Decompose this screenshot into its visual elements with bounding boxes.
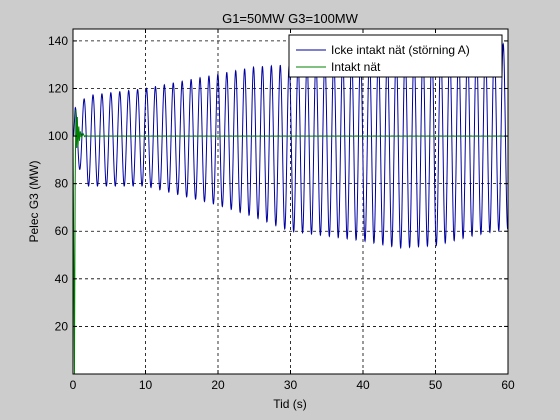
y-tick-label: 140 <box>48 34 68 48</box>
legend: Icke intakt nät (störning A) Intakt nät <box>288 34 503 78</box>
x-tick-label: 0 <box>70 378 77 392</box>
legend-label-series-2: Intakt nät <box>331 60 381 74</box>
series-layer <box>72 42 509 375</box>
y-tick-label: 120 <box>48 81 68 95</box>
legend-label-series-1: Icke intakt nät (störning A) <box>331 43 470 57</box>
y-tick-label: 20 <box>55 319 69 333</box>
x-tick-label: 10 <box>139 378 153 392</box>
chart-title: G1=50MW G3=100MW <box>222 11 359 26</box>
ticks: 0 10 20 30 40 50 60 20 40 60 80 100 120 140 <box>48 29 515 392</box>
series-line-icke-intakt-nat <box>73 42 509 250</box>
series-line-intakt-nat <box>72 109 509 375</box>
y-tick-label: 80 <box>55 177 69 191</box>
y-axis-label: Pelec G3 (MW) <box>27 160 41 242</box>
legend-box <box>288 34 503 78</box>
x-tick-label: 50 <box>429 378 443 392</box>
y-tick-label: 40 <box>55 272 69 286</box>
y-tick-label: 60 <box>55 224 69 238</box>
x-tick-label: 40 <box>356 378 370 392</box>
y-tick-label: 100 <box>48 129 68 143</box>
x-axis-label: Tid (s) <box>273 397 307 411</box>
x-tick-label: 30 <box>284 378 298 392</box>
x-tick-label: 60 <box>501 378 515 392</box>
x-tick-label: 20 <box>211 378 225 392</box>
